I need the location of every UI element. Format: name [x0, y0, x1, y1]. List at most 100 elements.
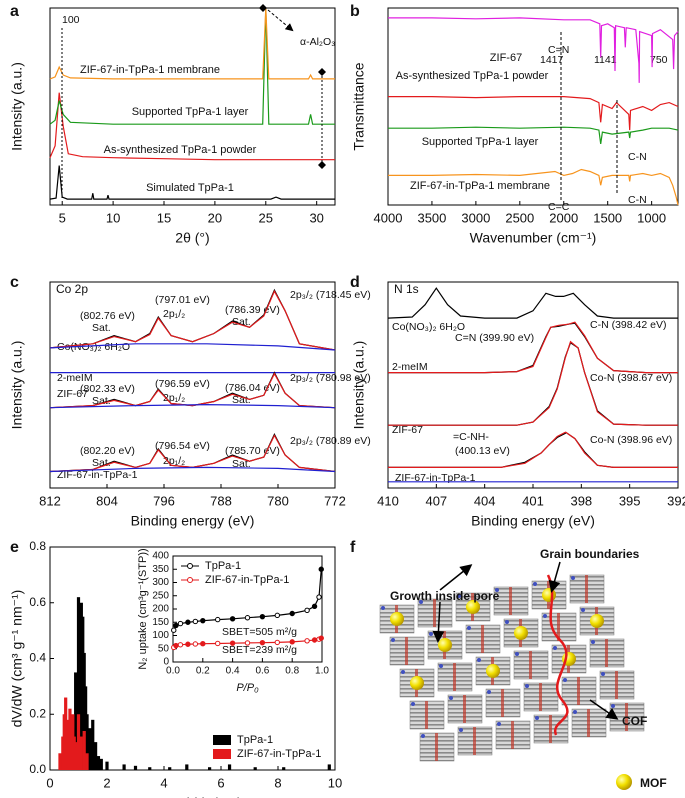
x-tick-label: 15 — [157, 210, 171, 225]
series-line — [49, 7, 335, 80]
plot-frame — [49, 281, 336, 489]
series-line — [49, 165, 335, 200]
x-tick-label: 398 — [570, 493, 592, 508]
series-line — [173, 569, 322, 631]
series-label: 2-meIM — [57, 372, 93, 384]
bar — [208, 767, 212, 770]
y-tick-label: 0.6 — [29, 595, 46, 609]
y-axis-label: dV/dW (cm³ g⁻¹ nm⁻¹) — [9, 590, 25, 728]
x-axis-label: Binding energy (eV) — [471, 513, 595, 529]
bar — [79, 736, 83, 770]
y-axis-label: Intensity (a.u.) — [9, 62, 25, 151]
series-label: ZIF-67-in-TpPa-1 membrane — [80, 64, 220, 76]
bar — [122, 764, 126, 770]
series-line — [388, 96, 679, 131]
marker — [318, 635, 324, 641]
x-tick-label: 812 — [39, 493, 61, 508]
bar — [91, 719, 95, 770]
mof-particle — [590, 614, 604, 628]
annotation: =C-NH- — [453, 431, 489, 443]
annotation: C=N (399.90 eV) — [455, 332, 534, 344]
series-line — [388, 168, 679, 206]
series-label: Co(NO₃)₂ 6H₂O — [57, 341, 130, 353]
marker — [318, 566, 324, 572]
cof-linker — [435, 733, 438, 761]
panel-label: a — [10, 3, 19, 20]
annotation: 100 — [62, 14, 80, 26]
cof-linker — [605, 639, 608, 667]
arrow — [589, 699, 619, 720]
cof-node — [477, 658, 481, 662]
annotation: C-N (398.42 eV) — [590, 319, 666, 331]
y-tick-label: 400 — [152, 551, 169, 562]
bar — [88, 728, 92, 770]
marker — [185, 619, 191, 625]
marker — [229, 640, 236, 646]
annotation: C-N — [628, 194, 647, 206]
mof-particle — [514, 626, 528, 640]
bar — [82, 730, 86, 770]
x-tick-label: 395 — [619, 493, 641, 508]
mof-particle — [542, 588, 556, 602]
peak-marker — [259, 4, 326, 169]
annotation: SBET=505 m²/g — [222, 626, 297, 638]
mof-particle — [390, 612, 404, 626]
x-tick-label: 3500 — [417, 210, 446, 225]
bar — [105, 761, 109, 770]
x-tick-label: 2 — [103, 775, 110, 790]
bar — [168, 767, 172, 770]
marker — [274, 612, 280, 619]
series-line — [388, 431, 678, 468]
cof-node — [543, 614, 547, 618]
cof-linker — [529, 651, 532, 679]
cof-linker — [481, 625, 484, 653]
panel-label: e — [10, 539, 19, 556]
series-label: As-synthesized TpPa-1 powder — [396, 70, 549, 82]
x-tick-label: 4 — [160, 775, 167, 790]
series-label: Supported TpPa-1 layer — [422, 136, 539, 148]
cof-node — [381, 606, 385, 610]
series-line — [388, 126, 679, 144]
cof-linker — [585, 575, 588, 603]
y-axis-label: N₂ uptake (cm³g⁻¹(STP)) — [137, 548, 149, 669]
series-line — [388, 17, 679, 83]
cof-linker — [577, 677, 580, 705]
panel-label: d — [350, 274, 360, 291]
arrow — [439, 564, 473, 591]
legend-label: TpPa-1 — [205, 560, 241, 572]
plot-frame — [49, 7, 336, 206]
cof-node — [391, 638, 395, 642]
bar — [58, 753, 62, 770]
cof-node — [459, 728, 463, 732]
bar — [227, 764, 232, 770]
cof-node — [533, 582, 537, 586]
series-label: ZIF-67 — [392, 424, 423, 436]
x-tick-label: 25 — [259, 210, 273, 225]
marker — [229, 616, 236, 622]
cof-node — [573, 710, 577, 714]
marker — [311, 603, 318, 610]
cof-node — [401, 670, 405, 674]
cof-node — [411, 702, 415, 706]
annotation: (797.01 eV) — [155, 294, 210, 306]
y-axis-label: Intensity (a.u.) — [351, 341, 367, 430]
marker — [200, 617, 206, 624]
annotation: 2p₃/₂ (780.89 eV) — [290, 435, 371, 447]
cof-node — [581, 608, 585, 612]
marker — [274, 639, 280, 646]
x-tick-label: 804 — [96, 493, 118, 508]
cof-node — [535, 716, 539, 720]
annotation: (802.76 eV) — [80, 310, 135, 322]
y-tick-label: 150 — [152, 617, 169, 628]
panel-label: c — [10, 274, 19, 291]
mof-particle — [466, 600, 480, 614]
cof-node — [497, 722, 501, 726]
x-axis-label: Wavenumber (cm⁻¹) — [470, 230, 597, 246]
annotation: 2p₁/₂ — [163, 455, 185, 467]
annotation: Sat. — [92, 322, 111, 334]
annotation: Co-N (398.67 eV) — [590, 372, 672, 384]
x-tick-label: 5 — [59, 210, 66, 225]
annotation: (785.70 eV) — [225, 445, 280, 457]
annotation: (802.33 eV) — [80, 383, 135, 395]
y-tick-label: 100 — [152, 630, 169, 641]
